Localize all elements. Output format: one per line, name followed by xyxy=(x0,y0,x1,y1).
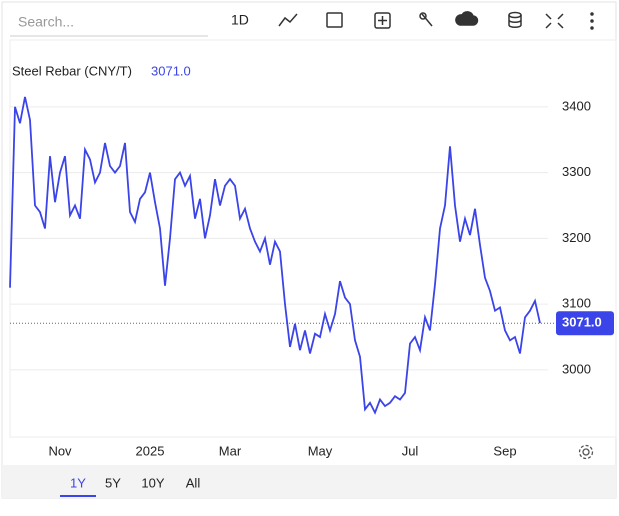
x-tick-label: Nov xyxy=(48,443,72,458)
price-tag-label: 3071.0 xyxy=(562,315,602,330)
header-value: 3071.0 xyxy=(151,63,191,78)
x-tick-label: May xyxy=(308,443,333,458)
x-tick-label: Jul xyxy=(402,443,419,458)
chart-title: Steel Rebar (CNY/T) xyxy=(12,63,132,78)
y-tick-label: 3200 xyxy=(562,230,591,245)
x-tick-label: 2025 xyxy=(136,443,165,458)
range-button[interactable]: 5Y xyxy=(105,475,121,490)
settings-icon[interactable] xyxy=(578,444,594,460)
price-line xyxy=(9,96,541,415)
y-tick-label: 3000 xyxy=(562,361,591,376)
x-tick-label: Mar xyxy=(219,443,242,458)
range-button[interactable]: 10Y xyxy=(141,475,164,490)
toolbar-icons[interactable] xyxy=(278,11,594,30)
search-box[interactable]: Search... xyxy=(18,14,74,30)
range-button[interactable]: 1Y xyxy=(70,475,86,490)
y-tick-label: 3400 xyxy=(562,98,591,113)
range-button[interactable]: All xyxy=(186,475,201,490)
frame xyxy=(1,1,617,499)
x-tick-label: Sep xyxy=(493,443,516,458)
y-tick-label: 3100 xyxy=(562,296,591,311)
y-tick-label: 3300 xyxy=(562,164,591,179)
interval-button[interactable]: 1D xyxy=(231,12,249,28)
price-tag xyxy=(556,311,614,336)
range-bar xyxy=(2,465,616,498)
